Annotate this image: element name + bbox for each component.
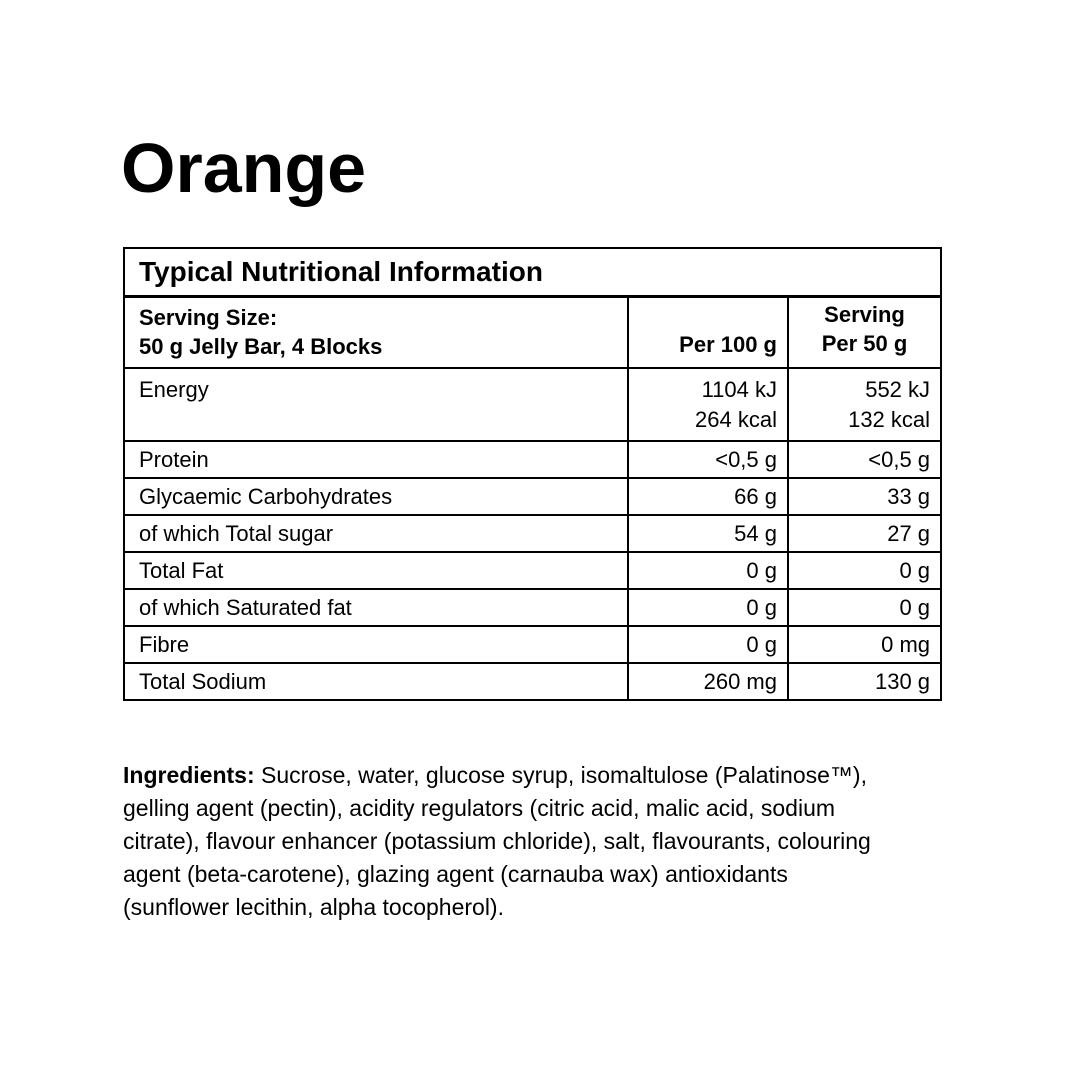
value-per-50g: 0 g	[786, 551, 943, 590]
value-per-100g: 260 mg	[627, 662, 789, 701]
serving-size-label: Serving Size:	[139, 305, 278, 331]
row-label: Fibre	[123, 625, 629, 664]
value-per-50g: 33 g	[786, 477, 943, 516]
nutrition-table: Typical Nutritional Information Serving …	[122, 247, 943, 701]
value-per-50g: <0,5 g	[786, 440, 943, 479]
value-per-100g: 0 g	[627, 551, 789, 590]
row-label: Protein	[123, 440, 629, 479]
value-per-100g: <0,5 g	[627, 440, 789, 479]
row-label: of which Saturated fat	[123, 588, 629, 627]
column-header-serving-per-50g: Serving Per 50 g	[786, 295, 943, 369]
table-row-fibre: Fibre 0 g 0 mg	[123, 625, 943, 664]
row-label: Glycaemic Carbohydrates	[123, 477, 629, 516]
value-per-100g: 54 g	[627, 514, 789, 553]
serving-header-line1: Serving	[824, 302, 905, 327]
column-header-per-100g: Per 100 g	[627, 295, 789, 369]
table-row-energy: Energy 1104 kJ 264 kcal 552 kJ 132 kcal	[123, 367, 943, 442]
value-per-100g: 0 g	[627, 588, 789, 627]
table-row-protein: Protein <0,5 g <0,5 g	[123, 440, 943, 479]
ingredients-paragraph: Ingredients: Sucrose, water, glucose syr…	[123, 759, 1003, 924]
product-title: Orange	[121, 129, 367, 207]
table-row-total-sugar: of which Total sugar 54 g 27 g	[123, 514, 943, 553]
serving-size-value: 50 g Jelly Bar, 4 Blocks	[139, 334, 383, 360]
table-header-row: Serving Size: 50 g Jelly Bar, 4 Blocks P…	[123, 295, 943, 369]
value-per-50g: 552 kJ 132 kcal	[786, 367, 943, 442]
value-per-50g: 27 g	[786, 514, 943, 553]
table-title: Typical Nutritional Information	[122, 247, 943, 298]
value-per-50g: 0 g	[786, 588, 943, 627]
value-per-50g: 0 mg	[786, 625, 943, 664]
ingredients-label: Ingredients:	[123, 762, 255, 788]
row-label: Total Fat	[123, 551, 629, 590]
ingredients-text: Sucrose, water, glucose syrup, isomaltul…	[123, 762, 871, 920]
value-per-100g: 1104 kJ 264 kcal	[627, 367, 789, 442]
row-label: of which Total sugar	[123, 514, 629, 553]
serving-header-line2: Per 50 g	[821, 331, 908, 356]
value-per-100g: 0 g	[627, 625, 789, 664]
table-row-total-sodium: Total Sodium 260 mg 130 g	[123, 662, 943, 701]
table-row-glycaemic-carbohydrates: Glycaemic Carbohydrates 66 g 33 g	[123, 477, 943, 516]
value-per-100g: 66 g	[627, 477, 789, 516]
table-row-total-fat: Total Fat 0 g 0 g	[123, 551, 943, 590]
table-title-row: Typical Nutritional Information	[122, 247, 943, 298]
value-per-50g: 130 g	[786, 662, 943, 701]
row-label: Total Sodium	[123, 662, 629, 701]
table-row-saturated-fat: of which Saturated fat 0 g 0 g	[123, 588, 943, 627]
row-label: Energy	[123, 367, 629, 442]
serving-size-cell: Serving Size: 50 g Jelly Bar, 4 Blocks	[123, 295, 629, 369]
